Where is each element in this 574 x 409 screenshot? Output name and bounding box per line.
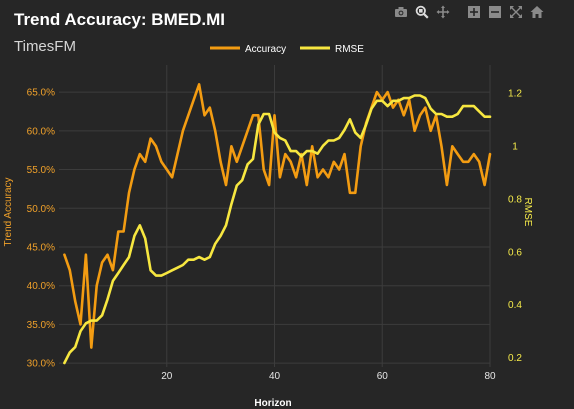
zoom-icon[interactable] bbox=[411, 3, 432, 21]
left-tick-label: 60.0% bbox=[27, 126, 55, 137]
right-tick-label: 0.6 bbox=[508, 247, 522, 258]
x-axis-ticks: 20 40 60 80 bbox=[161, 371, 496, 382]
chart-subtitle: TimesFM bbox=[14, 38, 76, 55]
legend: Accuracy RMSE bbox=[210, 44, 364, 55]
left-tick-label: 55.0% bbox=[27, 165, 55, 176]
zoom-in-icon[interactable] bbox=[463, 3, 484, 21]
right-tick-label: 1 bbox=[512, 141, 518, 152]
right-tick-label: 0.2 bbox=[508, 353, 522, 364]
pan-icon[interactable] bbox=[432, 3, 453, 21]
x-axis-label: Horizon bbox=[254, 398, 291, 409]
left-tick-label: 45.0% bbox=[27, 242, 55, 253]
left-axis-ticks: 30.0% 35.0% 40.0% 45.0% 50.0% 55.0% 60.0% 65.0% bbox=[27, 88, 55, 370]
x-tick-label: 20 bbox=[161, 371, 173, 382]
series-line-accuracy[interactable] bbox=[63, 83, 492, 349]
right-tick-label: 0.4 bbox=[508, 300, 522, 311]
x-tick-label: 60 bbox=[377, 371, 389, 382]
left-tick-label: 30.0% bbox=[27, 359, 55, 370]
grid bbox=[59, 65, 491, 367]
home-icon[interactable] bbox=[526, 3, 547, 21]
x-tick-label: 40 bbox=[269, 371, 281, 382]
left-tick-label: 40.0% bbox=[27, 281, 55, 292]
left-tick-label: 65.0% bbox=[27, 88, 55, 99]
zoom-out-icon[interactable] bbox=[484, 3, 505, 21]
left-axis-label: Trend Accuracy bbox=[3, 177, 14, 246]
x-tick-label: 80 bbox=[484, 371, 496, 382]
autoscale-icon[interactable] bbox=[505, 3, 526, 21]
right-axis-label: RMSE bbox=[522, 198, 533, 227]
left-tick-label: 35.0% bbox=[27, 320, 55, 331]
modebar bbox=[390, 3, 547, 21]
right-tick-label: 1.2 bbox=[508, 88, 522, 99]
left-tick-label: 50.0% bbox=[27, 204, 55, 215]
series-lines bbox=[63, 83, 492, 365]
legend-label-rmse[interactable]: RMSE bbox=[335, 44, 364, 55]
legend-label-accuracy[interactable]: Accuracy bbox=[245, 44, 286, 55]
camera-icon[interactable] bbox=[390, 3, 411, 21]
right-axis-ticks: 0.2 0.4 0.6 0.8 1 1.2 bbox=[508, 88, 522, 364]
right-tick-label: 0.8 bbox=[508, 194, 522, 205]
series-line-rmse[interactable] bbox=[63, 94, 492, 365]
chart-title: Trend Accuracy: BMED.MI bbox=[14, 10, 225, 29]
